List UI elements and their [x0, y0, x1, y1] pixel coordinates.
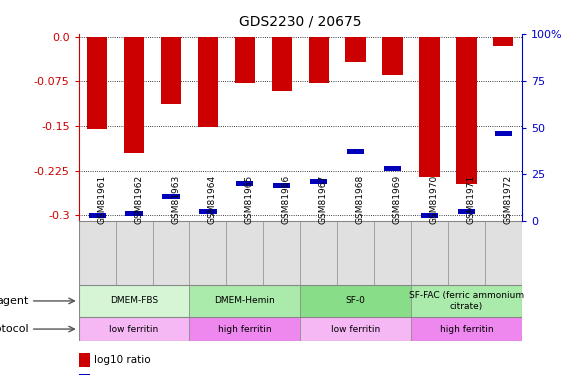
Text: GSM81968: GSM81968	[356, 175, 364, 224]
Bar	[124, 37, 144, 153]
Bar	[125, 211, 143, 216]
Bar	[419, 37, 440, 177]
Text: GSM81964: GSM81964	[208, 176, 217, 224]
Bar	[308, 37, 329, 82]
Text: DMEM-FBS: DMEM-FBS	[110, 296, 158, 305]
Text: GSM81971: GSM81971	[466, 175, 475, 224]
Text: low ferritin: low ferritin	[331, 324, 380, 334]
Bar	[235, 37, 255, 82]
Bar	[346, 37, 366, 62]
Bar	[79, 353, 90, 367]
Text: GSM81969: GSM81969	[392, 175, 402, 224]
Title: GDS2230 / 20675: GDS2230 / 20675	[239, 14, 361, 28]
Text: high ferritin: high ferritin	[218, 324, 272, 334]
Bar	[87, 37, 107, 129]
Bar	[347, 150, 364, 154]
Bar	[79, 317, 189, 341]
Bar	[411, 285, 522, 317]
Text: GSM81967: GSM81967	[319, 175, 328, 224]
Bar	[79, 285, 189, 317]
Bar	[458, 210, 475, 214]
Bar	[456, 37, 476, 184]
Bar	[199, 210, 216, 214]
Text: GSM81962: GSM81962	[134, 176, 143, 224]
Bar	[300, 285, 411, 317]
Bar	[161, 37, 181, 104]
Bar	[272, 37, 292, 92]
Bar	[89, 213, 106, 218]
Bar	[198, 37, 218, 127]
Text: GSM81963: GSM81963	[171, 175, 180, 224]
Text: low ferritin: low ferritin	[110, 324, 159, 334]
Text: growth protocol: growth protocol	[0, 324, 29, 334]
Text: SF-0: SF-0	[346, 296, 366, 305]
Bar	[493, 37, 514, 46]
Text: log10 ratio: log10 ratio	[94, 355, 151, 365]
Text: DMEM-Hemin: DMEM-Hemin	[215, 296, 275, 305]
Bar	[300, 317, 411, 341]
Bar	[421, 213, 438, 218]
Bar	[384, 166, 401, 171]
Text: GSM81961: GSM81961	[97, 175, 106, 224]
Text: GSM81970: GSM81970	[430, 175, 438, 224]
Text: GSM81972: GSM81972	[503, 176, 512, 224]
Text: high ferritin: high ferritin	[440, 324, 493, 334]
Bar	[79, 374, 90, 375]
Text: SF-FAC (ferric ammonium
citrate): SF-FAC (ferric ammonium citrate)	[409, 291, 524, 310]
Bar	[411, 317, 522, 341]
Bar	[382, 37, 403, 75]
Text: agent: agent	[0, 296, 29, 306]
Bar	[495, 131, 512, 135]
Bar	[189, 317, 300, 341]
Bar	[273, 183, 290, 188]
Bar	[236, 182, 254, 186]
Bar	[163, 195, 180, 199]
Text: GSM81965: GSM81965	[245, 175, 254, 224]
Text: GSM81966: GSM81966	[282, 175, 291, 224]
Bar	[189, 285, 300, 317]
Bar	[310, 180, 327, 184]
